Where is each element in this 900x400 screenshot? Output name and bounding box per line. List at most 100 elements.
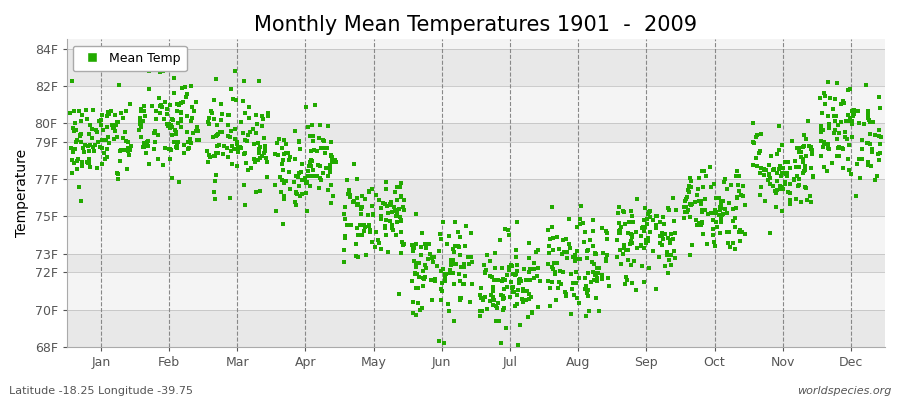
Point bbox=[780, 173, 795, 179]
Point bbox=[804, 144, 818, 150]
Point bbox=[681, 186, 696, 193]
Point bbox=[694, 198, 708, 204]
Point bbox=[192, 137, 206, 143]
Point bbox=[798, 136, 813, 142]
Point bbox=[695, 218, 709, 225]
Point bbox=[798, 162, 813, 169]
Point bbox=[478, 294, 492, 300]
Point bbox=[215, 128, 230, 135]
Point bbox=[324, 138, 338, 145]
Point bbox=[761, 161, 776, 168]
Point bbox=[634, 242, 649, 249]
Point bbox=[841, 156, 855, 162]
Point bbox=[572, 220, 587, 227]
Point bbox=[588, 272, 602, 278]
Point bbox=[433, 231, 447, 238]
Point bbox=[411, 260, 426, 266]
Point bbox=[489, 302, 503, 309]
Point bbox=[696, 184, 710, 190]
Bar bbox=[67, 39, 885, 49]
Point bbox=[573, 256, 588, 262]
Point bbox=[94, 144, 108, 150]
Point bbox=[723, 244, 737, 251]
Point bbox=[790, 145, 805, 151]
Point bbox=[321, 123, 336, 130]
Point bbox=[751, 132, 765, 138]
Point bbox=[582, 236, 597, 243]
Point bbox=[486, 284, 500, 290]
Point bbox=[379, 232, 393, 238]
Point bbox=[211, 131, 225, 137]
Point bbox=[580, 255, 594, 262]
Point bbox=[395, 238, 410, 245]
Point bbox=[286, 178, 301, 185]
Point bbox=[855, 146, 869, 152]
Point bbox=[837, 100, 851, 106]
Point bbox=[136, 118, 150, 124]
Point bbox=[141, 138, 156, 144]
Point bbox=[860, 140, 875, 146]
Point bbox=[797, 167, 812, 174]
Point bbox=[642, 265, 656, 272]
Point bbox=[82, 160, 96, 167]
Point bbox=[253, 188, 267, 194]
Point bbox=[821, 141, 835, 147]
Point bbox=[522, 255, 536, 261]
Point bbox=[322, 169, 337, 175]
Point bbox=[509, 219, 524, 225]
Point bbox=[441, 300, 455, 307]
Point bbox=[169, 129, 184, 136]
Point bbox=[283, 186, 297, 192]
Point bbox=[623, 240, 637, 247]
Point bbox=[117, 129, 131, 136]
Point bbox=[658, 231, 672, 238]
Point bbox=[520, 288, 535, 294]
Point bbox=[68, 120, 82, 126]
Point bbox=[669, 206, 683, 213]
Point bbox=[842, 112, 856, 118]
Point bbox=[783, 190, 797, 197]
Point bbox=[338, 246, 352, 253]
Point bbox=[720, 186, 734, 192]
Point bbox=[668, 230, 682, 236]
Point bbox=[510, 267, 525, 274]
Point bbox=[408, 270, 422, 277]
Point bbox=[682, 188, 697, 195]
Point bbox=[356, 192, 370, 199]
Point bbox=[165, 116, 179, 122]
Point bbox=[116, 135, 130, 141]
Point bbox=[157, 115, 171, 122]
Point bbox=[160, 121, 175, 128]
Point bbox=[228, 68, 242, 74]
Point bbox=[845, 134, 859, 140]
Point bbox=[446, 280, 461, 287]
Point bbox=[446, 270, 461, 276]
Point bbox=[542, 242, 556, 249]
Point bbox=[713, 207, 727, 213]
Point bbox=[447, 248, 462, 255]
Point bbox=[830, 153, 844, 160]
Point bbox=[832, 129, 847, 136]
Point bbox=[477, 262, 491, 268]
Point bbox=[82, 158, 96, 165]
Point bbox=[600, 274, 615, 281]
Point bbox=[436, 219, 450, 225]
Point bbox=[738, 231, 752, 237]
Point bbox=[580, 287, 595, 293]
Point bbox=[374, 246, 389, 252]
Point bbox=[122, 100, 137, 107]
Point bbox=[531, 247, 545, 253]
Point bbox=[506, 288, 520, 295]
Point bbox=[472, 292, 487, 298]
Point bbox=[246, 126, 260, 132]
Point bbox=[567, 280, 581, 287]
Point bbox=[289, 202, 303, 209]
Point bbox=[785, 138, 799, 144]
Point bbox=[586, 217, 600, 223]
Point bbox=[653, 218, 668, 225]
Point bbox=[63, 110, 77, 116]
Point bbox=[828, 127, 842, 133]
Point bbox=[230, 141, 245, 148]
Point bbox=[666, 195, 680, 202]
Point bbox=[132, 127, 147, 133]
